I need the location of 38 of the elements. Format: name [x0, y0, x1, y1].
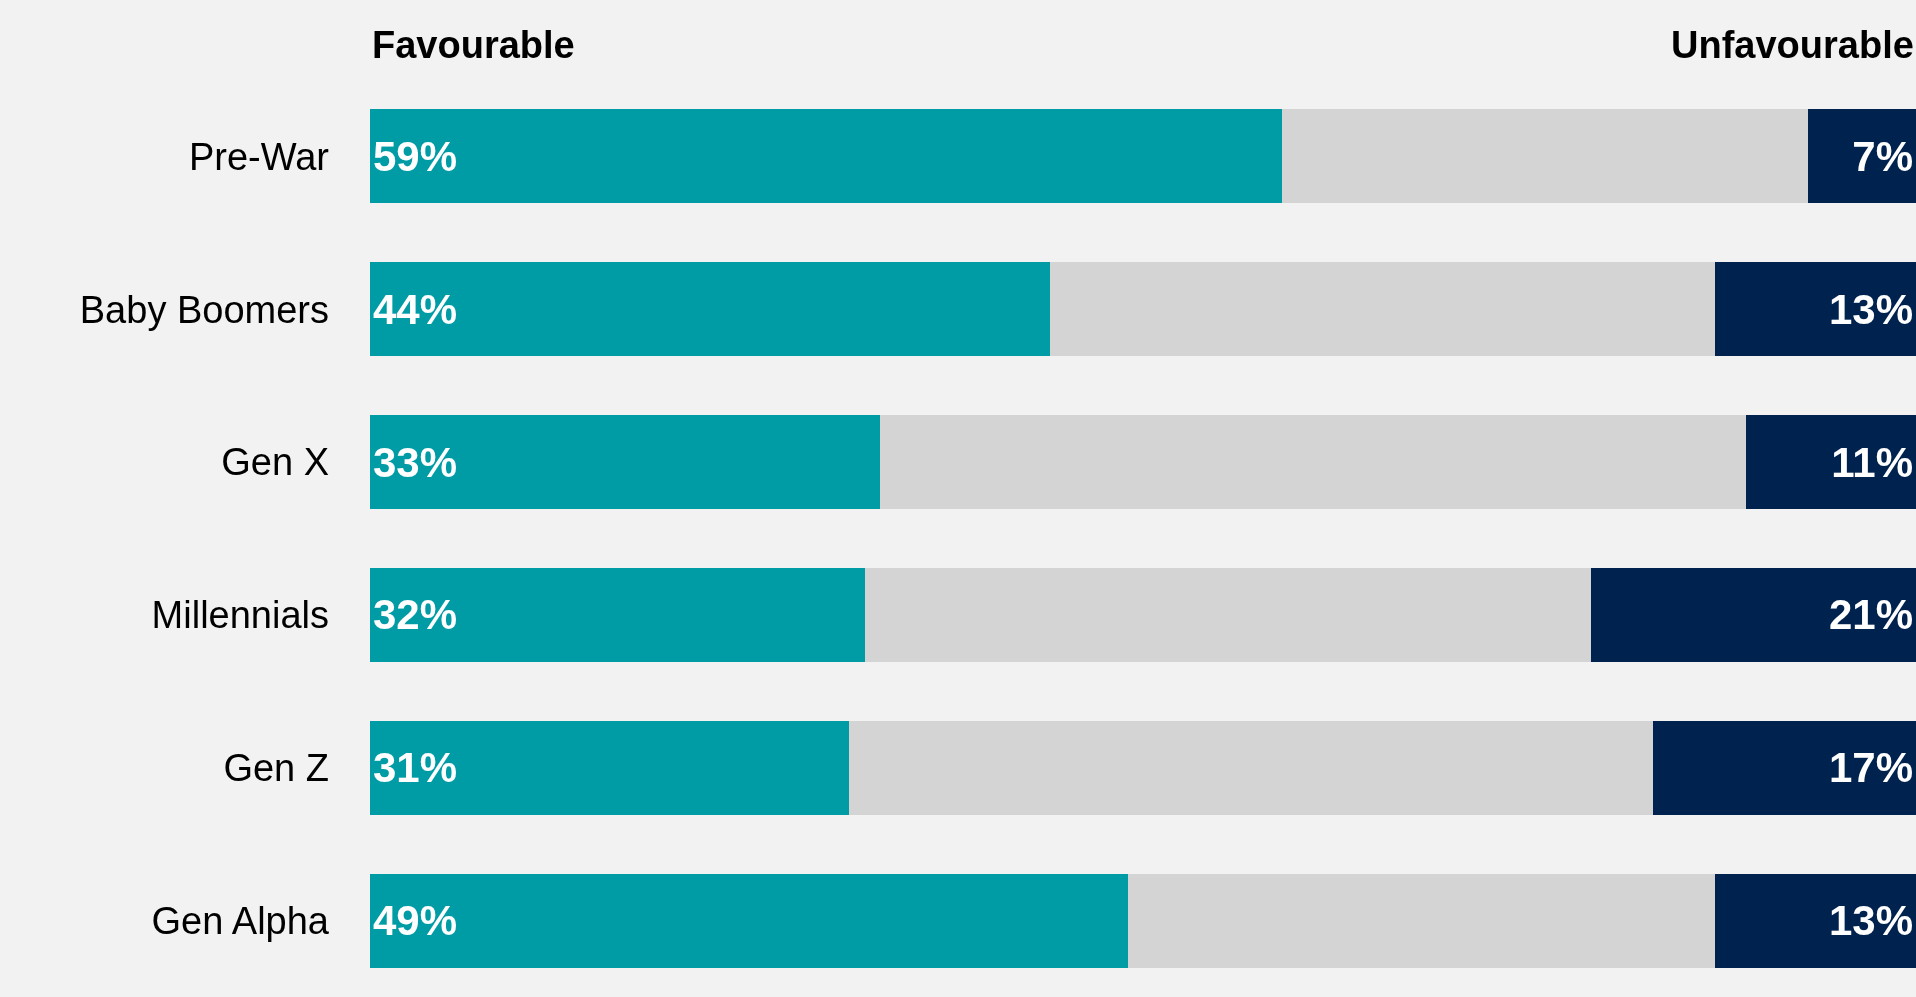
bar — [849, 720, 1654, 815]
bar — [1653, 720, 1916, 815]
series-label: Unfavourable — [1671, 24, 1914, 66]
bar — [370, 415, 881, 510]
data-label: 31% — [373, 744, 458, 792]
data-label: 32% — [373, 591, 458, 639]
bar — [1050, 262, 1716, 357]
data-label: 49% — [373, 897, 458, 945]
data-label: 44% — [373, 285, 458, 333]
data-label: 59% — [373, 132, 458, 180]
y-tick-label: Millennials — [151, 594, 329, 637]
bar — [370, 262, 1051, 357]
data-label: 33% — [373, 438, 458, 486]
y-tick-label: Baby Boomers — [79, 288, 329, 331]
bar — [370, 720, 850, 815]
bar — [1715, 262, 1916, 357]
y-tick-label: Pre-War — [188, 135, 330, 178]
bar — [370, 567, 865, 662]
data-label: 13% — [1828, 285, 1913, 333]
data-label: 13% — [1828, 897, 1913, 945]
bar — [1715, 873, 1916, 968]
y-tick-label: Gen X — [221, 441, 329, 484]
y-tick-label: Gen Alpha — [151, 899, 330, 942]
bar — [1127, 873, 1716, 968]
bar — [880, 415, 1746, 510]
data-label: 17% — [1828, 744, 1913, 792]
bar — [1807, 109, 1916, 204]
series-label: Favourable — [372, 24, 575, 66]
bar — [370, 873, 1128, 968]
data-label: 11% — [1831, 438, 1913, 486]
bar — [1745, 415, 1916, 510]
bar — [1282, 109, 1808, 204]
data-label: 7% — [1852, 132, 1913, 180]
y-tick-label: Gen Z — [223, 747, 329, 790]
bar — [370, 109, 1283, 204]
data-label: 21% — [1828, 591, 1913, 639]
bar — [1591, 567, 1916, 662]
bar — [864, 567, 1592, 662]
